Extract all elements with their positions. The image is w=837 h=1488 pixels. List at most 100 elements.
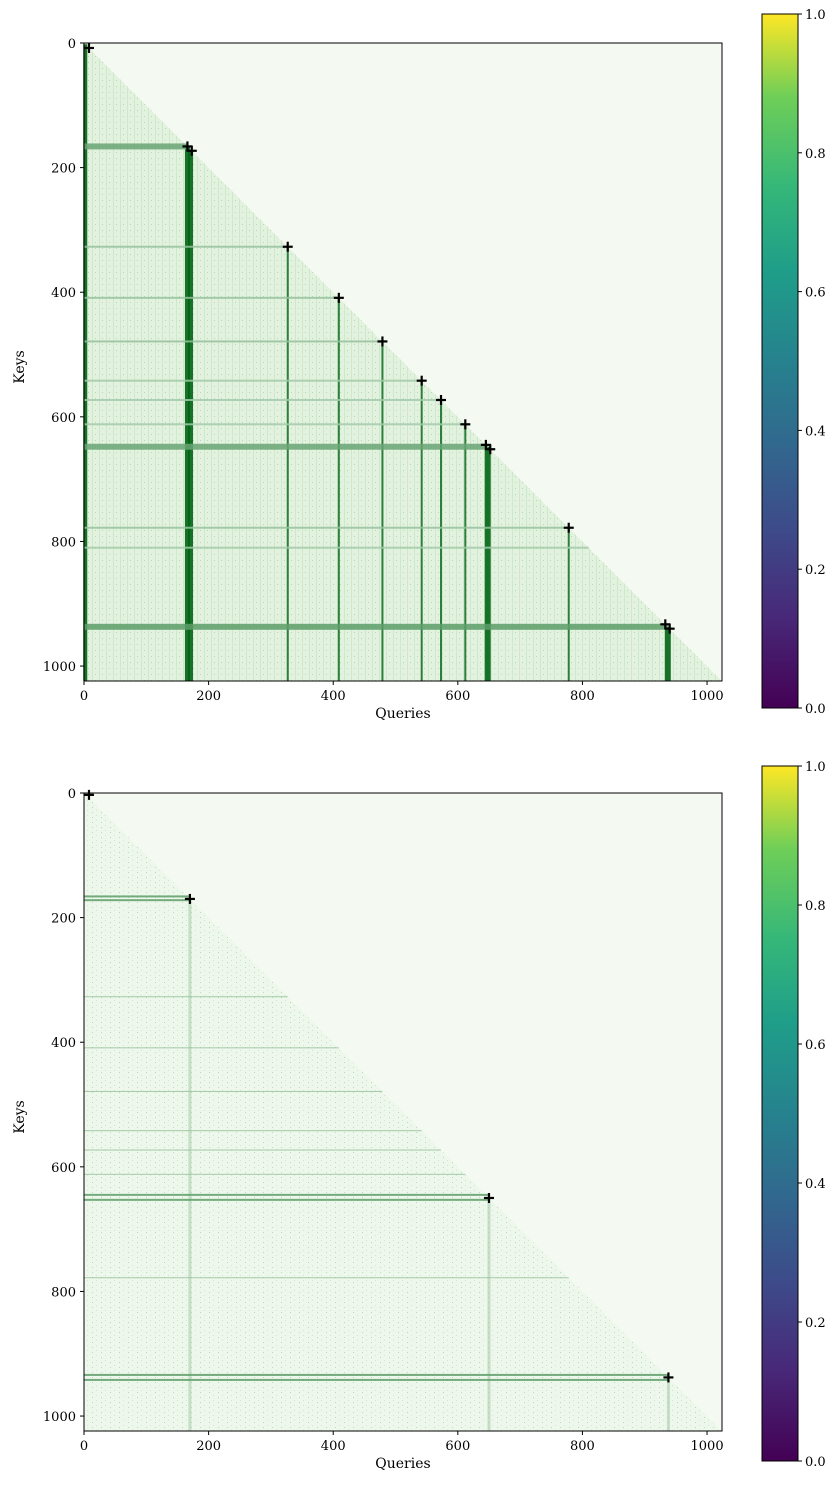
marker-5: [377, 336, 388, 347]
column-stripe-6: [420, 380, 423, 681]
row-stripe-1: [84, 245, 288, 248]
heatmap-column-stripes: [188, 898, 670, 1431]
colorbar-tick-label-0: 0.0: [805, 1455, 826, 1470]
plot-frame: [83, 792, 723, 1432]
x-tick-label-5: 1000: [691, 1439, 724, 1454]
row-stripe-11: [84, 1373, 669, 1376]
heatmap-panel-bottom: 0 200 400 600 800 1000 0 200 400 600 800 1000 Quer…: [12, 760, 826, 1472]
x-tick-label-4: 800: [570, 1439, 595, 1454]
row-stripe-6: [84, 423, 466, 426]
y-axis-ticks: 0 200 400 600 800 1000: [43, 787, 84, 1425]
y-tick-label-2: 400: [51, 286, 76, 301]
row-stripe-0: [84, 895, 190, 898]
heatmap-row-stripes: [84, 895, 669, 1381]
row-stripe-5: [84, 1130, 422, 1132]
colorbar-tick-label-5: 1.0: [805, 760, 826, 775]
marker-11: [563, 522, 574, 533]
x-tick-label-1: 200: [196, 1439, 221, 1454]
heatmap-markers: [83, 789, 674, 1383]
row-stripe-2: [84, 296, 339, 299]
row-stripe-8: [84, 1193, 489, 1196]
y-tick-label-1: 200: [51, 162, 76, 177]
attention-speckle: [84, 43, 722, 681]
column-stripe-11: [664, 626, 671, 681]
y-tick-label-4: 800: [51, 1285, 76, 1300]
marker-2: [186, 145, 197, 156]
y-tick-label-5: 1000: [43, 1410, 76, 1425]
y-axis-label: Keys: [12, 1100, 28, 1133]
row-stripe-8: [84, 526, 569, 529]
column-stripe-2: [666, 1377, 670, 1431]
x-tick-label-4: 800: [570, 689, 595, 704]
row-stripe-9: [84, 1198, 489, 1201]
row-stripe-0: [84, 143, 188, 150]
colorbar-tick-label-0: 0.0: [805, 702, 826, 717]
y-tick-label-4: 800: [51, 535, 76, 550]
x-tick-label-1: 200: [196, 689, 221, 704]
colorbar-tick-label-1: 0.2: [805, 1316, 826, 1331]
row-stripe-2: [84, 996, 288, 998]
x-tick-label-2: 400: [321, 1439, 346, 1454]
marker-2: [483, 1192, 494, 1203]
heatmap-triangle: [84, 43, 722, 681]
column-stripe-0: [188, 898, 192, 1431]
x-axis-ticks: 0 200 400 600 800 1000: [80, 1431, 724, 1454]
x-axis-label: Queries: [375, 706, 430, 722]
y-tick-label-0: 0: [68, 787, 76, 802]
row-stripe-10: [84, 623, 668, 630]
y-tick-label-3: 600: [51, 1161, 76, 1176]
colorbar-tick-label-3: 0.6: [805, 286, 826, 301]
marker-0: [83, 789, 94, 800]
row-stripe-9: [84, 546, 589, 549]
column-stripe-1: [487, 1197, 491, 1431]
heatmap-panel-top: 0 200 400 600 800 1000 0 200 400 600 800 1000 Quer…: [12, 8, 826, 722]
marker-10: [485, 444, 496, 455]
colorbar-tick-label-1: 0.2: [805, 563, 826, 578]
row-stripe-4: [84, 379, 422, 382]
column-stripe-2: [188, 149, 194, 681]
colorbar-tick-label-4: 0.8: [805, 899, 826, 914]
column-stripe-4: [337, 297, 340, 681]
colorbar-tick-label-3: 0.6: [805, 1038, 826, 1053]
row-stripe-4: [84, 1090, 383, 1092]
column-stripe-9: [484, 446, 491, 681]
attention-speckle: [84, 793, 722, 1431]
x-tick-label-0: 0: [80, 1439, 88, 1454]
marker-3: [282, 241, 293, 252]
column-stripe-1: [184, 146, 190, 681]
x-tick-label-5: 1000: [691, 689, 724, 704]
y-axis-ticks: 0 200 400 600 800 1000: [43, 37, 84, 675]
colorbar-tick-label-2: 0.4: [805, 1177, 826, 1192]
column-stripe-8: [464, 424, 467, 681]
marker-0: [83, 42, 94, 53]
row-stripe-7: [84, 443, 488, 450]
colorbar-tick-label-5: 1.0: [805, 8, 826, 23]
row-stripe-5: [84, 399, 442, 402]
colorbar: 0.0 0.2 0.4 0.6 0.8 1.0: [761, 760, 826, 1470]
heatmap-column-stripes: [83, 44, 671, 681]
column-stripe-10: [567, 527, 570, 681]
y-tick-label-1: 200: [51, 912, 76, 927]
x-axis-ticks: 0 200 400 600 800 1000: [80, 681, 724, 704]
colorbar-gradient: [761, 13, 799, 709]
x-axis-label: Queries: [375, 1456, 430, 1472]
marker-7: [436, 395, 447, 406]
row-stripe-6: [84, 1149, 442, 1151]
row-stripe-3: [84, 340, 383, 343]
column-stripe-5: [381, 341, 384, 681]
marker-13: [664, 623, 675, 634]
y-tick-label-0: 0: [68, 37, 76, 52]
x-tick-label-3: 600: [445, 689, 470, 704]
column-stripe-0: [83, 44, 88, 681]
column-stripe-7: [440, 400, 443, 681]
column-stripe-3: [286, 246, 289, 681]
row-stripe-12: [84, 1378, 669, 1381]
heatmap-row-stripes: [84, 143, 668, 630]
x-tick-label-0: 0: [80, 689, 88, 704]
plot-frame: [83, 42, 723, 682]
row-stripe-10: [84, 1277, 569, 1279]
marker-6: [416, 375, 427, 386]
y-tick-label-3: 600: [51, 411, 76, 426]
row-stripe-7: [84, 1173, 466, 1175]
x-tick-label-2: 400: [321, 689, 346, 704]
